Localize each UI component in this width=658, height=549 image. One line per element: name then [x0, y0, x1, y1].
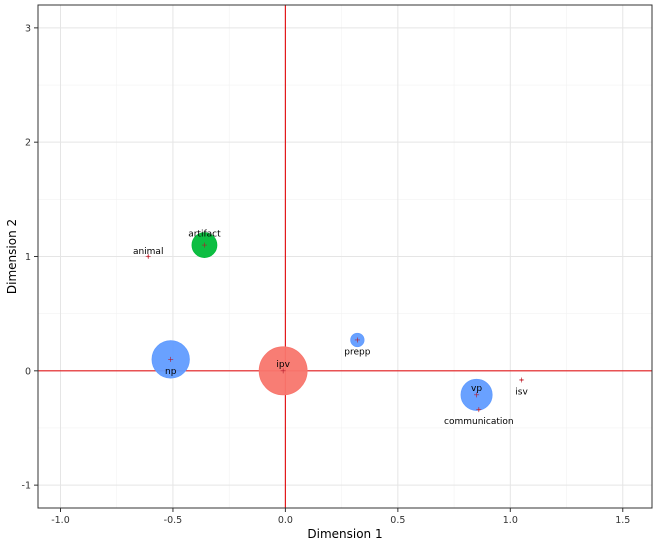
grid-layer: [38, 5, 652, 508]
x-tick-label: 0.5: [390, 515, 405, 526]
x-tick-label: -0.5: [164, 515, 183, 526]
x-tick-label: 1.5: [615, 515, 630, 526]
point-label: isv: [515, 387, 528, 397]
point-label: vp: [471, 384, 482, 394]
point-label: artifact: [188, 230, 221, 240]
y-tick-label: 1: [25, 252, 31, 263]
points-layer: [145, 232, 525, 413]
x-tick-label: 1.0: [503, 515, 518, 526]
x-axis-title: Dimension 1: [307, 527, 382, 541]
point-label: np: [165, 367, 177, 377]
point-label: ipv: [276, 360, 290, 370]
y-tick-label: 0: [25, 366, 31, 377]
y-tick-label: 2: [25, 138, 31, 149]
point-label: animal: [133, 247, 164, 257]
x-tick-label: -1.0: [51, 515, 70, 526]
x-tick-label: 0.0: [278, 515, 293, 526]
axes: -1.0 -0.5 0.0 0.5 1.0 1.5 -1 0 1 2 3: [22, 23, 631, 526]
y-axis-title: Dimension 2: [5, 219, 19, 294]
point-labels: ipv np vp communication artifact animal prepp i…: [133, 230, 529, 427]
y-tick-label: 3: [25, 23, 31, 34]
reference-lines: [38, 5, 652, 508]
point-label: prepp: [344, 347, 370, 357]
point-label: communication: [444, 417, 514, 427]
y-tick-label: -1: [22, 481, 31, 492]
